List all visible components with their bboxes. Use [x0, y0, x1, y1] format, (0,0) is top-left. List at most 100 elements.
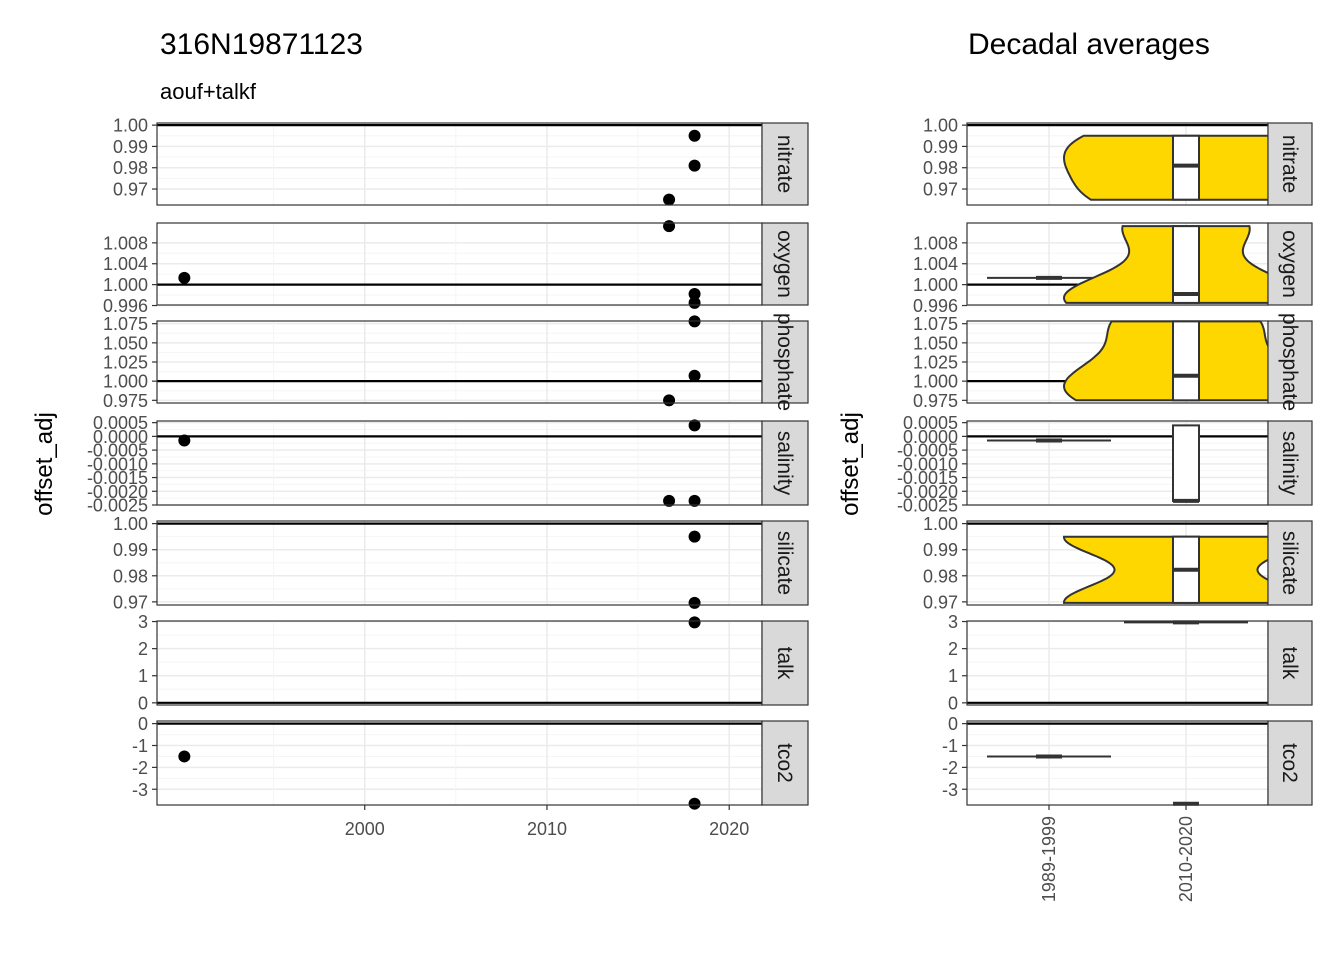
right-chart-title: Decadal averages: [968, 28, 1210, 61]
left-y-tick-label: 0.99: [113, 137, 148, 157]
right-y-tick-label: -2: [942, 758, 958, 778]
left-chart-subtitle: aouf+talkf: [160, 79, 257, 104]
left-strip-oxygen: [761, 222, 809, 306]
left-y-tick-label: -1: [132, 736, 148, 756]
left-y-tick-label: 3: [138, 612, 148, 632]
left-y-tick-label: 1.075: [103, 314, 148, 334]
left-facet-salinity: 0.00050.0000-0.0005-0.0010-0.0015-0.0020…: [87, 413, 809, 516]
right-y-tick-label: 1: [948, 666, 958, 686]
data-point: [663, 193, 676, 206]
right-y-tick-label: 0.98: [923, 566, 958, 586]
right-facet-silicate: 1.00 0.99 0.98 0.97 silicate: [923, 514, 1313, 612]
right-y-tick-label: 0: [948, 693, 958, 713]
right-y-tick-label: -0.0025: [897, 496, 958, 516]
right-facet-salinity: 0.00050.0000-0.0005-0.0010-0.0015-0.0020…: [897, 413, 1313, 516]
right-y-tick-label: 2: [948, 639, 958, 659]
left-y-tick-label: 1.004: [103, 254, 148, 274]
left-strip-label-oxygen: oxygen: [773, 230, 796, 298]
left-strip-nitrate: [761, 122, 809, 206]
right-y-tick-label: 0: [948, 714, 958, 734]
right-facet-talk: 3 2 1 0 talk: [948, 612, 1313, 713]
left-x-tick-label: 2010: [527, 819, 567, 839]
right-y-tick-label: 1.075: [913, 314, 958, 334]
right-strip-silicate: [1267, 520, 1313, 606]
left-strip-talk: [761, 620, 809, 706]
right-y-tick-label: 1.025: [913, 353, 958, 373]
right-y-tick-label: 1.008: [913, 233, 958, 253]
right-y-tick-label: 0.99: [923, 540, 958, 560]
right-strip-label-phosphate: phosphate: [1278, 313, 1301, 411]
right-strip-oxygen: [1267, 222, 1313, 306]
data-point: [688, 129, 701, 142]
data-point: [688, 596, 701, 609]
data-point: [688, 616, 701, 629]
right-strip-tco2: [1267, 720, 1313, 806]
boxplot-box: [1172, 134, 1200, 201]
data-point: [178, 434, 191, 447]
right-y-tick-label: 1.000: [913, 372, 958, 392]
right-y-tick-label: 0.99: [923, 137, 958, 157]
left-y-tick-label: 0.99: [113, 540, 148, 560]
data-point: [688, 494, 701, 507]
left-y-tick-label: 0.0005: [93, 413, 148, 433]
left-y-tick-label: 1.050: [103, 333, 148, 353]
right-panel-bg-tco2: [967, 721, 1268, 805]
right-y-tick-label: 0.0005: [903, 413, 958, 433]
data-point: [178, 750, 191, 763]
left-y-tick-label: -0.0025: [87, 496, 148, 516]
right-strip-label-nitrate: nitrate: [1278, 135, 1301, 193]
right-facet-nitrate: 1.000.990.980.97 nitrate: [923, 116, 1313, 206]
data-point: [688, 296, 701, 309]
right-y-axis-label: offset_adj: [837, 412, 864, 516]
left-y-tick-label: -0.0010: [87, 454, 148, 474]
right-strip-phosphate: [1267, 320, 1313, 404]
left-strip-label-phosphate: phosphate: [773, 313, 796, 411]
left-y-tick-label: 1.00: [113, 514, 148, 534]
left-y-tick-label: 0.97: [113, 592, 148, 612]
data-point: [178, 271, 191, 284]
right-y-tick-label: 0.975: [913, 391, 958, 411]
right-y-tick-label: 1.00: [923, 116, 958, 136]
right-y-tick-label: -3: [942, 780, 958, 800]
left-y-tick-label: -0.0005: [87, 441, 148, 461]
left-strip-silicate: [761, 520, 809, 606]
left-strip-label-salinity: salinity: [773, 431, 796, 496]
right-strip-nitrate: [1267, 122, 1313, 206]
left-facet-talk: 3 2 1 0 talk: [138, 612, 809, 713]
left-strip-tco2: [761, 720, 809, 806]
right-facet-tco2: 0-1-2-3 tco2: [942, 714, 1313, 806]
right-facet-grid: 1.000.990.980.97 nitrate1.0081.0041.0000.…: [897, 116, 1313, 902]
left-panel-bg-nitrate: [157, 123, 762, 205]
right-y-tick-label: -0.0010: [897, 454, 958, 474]
left-x-tick-label: 2000: [345, 819, 385, 839]
right-x-tick-label: 1989-1999: [1039, 816, 1059, 902]
right-strip-label-silicate: silicate: [1278, 531, 1301, 595]
left-y-tick-label: 1: [138, 666, 148, 686]
right-y-tick-label: -0.0005: [897, 441, 958, 461]
left-y-tick-label: 1.000: [103, 372, 148, 392]
left-panel-bg-salinity: [157, 421, 762, 505]
right-y-tick-label: 0.996: [913, 296, 958, 316]
right-strip-salinity: [1267, 420, 1313, 506]
boxplot-box: [1172, 320, 1200, 402]
right-y-tick-label: 0.97: [923, 180, 958, 200]
left-y-tick-label: -2: [132, 758, 148, 778]
right-x-tick-label: 2010-2020: [1176, 816, 1196, 902]
left-facet-silicate: 1.00 0.99 0.98 0.97 silicate: [113, 514, 809, 612]
left-y-tick-label: 2: [138, 639, 148, 659]
data-point: [663, 220, 676, 233]
left-y-tick-label: 0.98: [113, 566, 148, 586]
right-panel-bg-talk: [967, 621, 1268, 705]
left-y-tick-label: 1.025: [103, 353, 148, 373]
right-y-tick-label: 0.0000: [903, 427, 958, 447]
boxplot-box: [1172, 424, 1200, 502]
left-y-tick-label: 1.00: [113, 116, 148, 136]
data-point: [663, 394, 676, 407]
left-strip-label-silicate: silicate: [773, 531, 796, 595]
left-panel-bg-talk: [157, 621, 762, 705]
left-strip-label-talk: talk: [773, 647, 796, 680]
